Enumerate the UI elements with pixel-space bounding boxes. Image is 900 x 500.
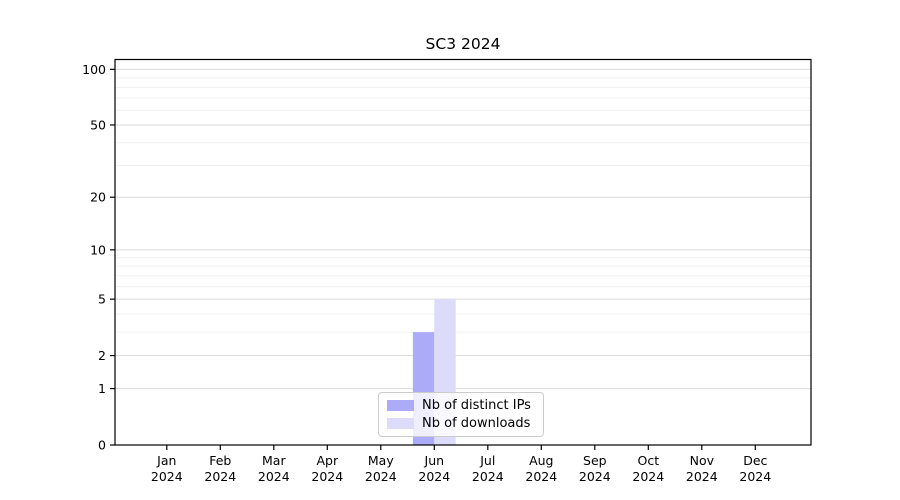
- svg-text:2024: 2024: [311, 469, 343, 484]
- axes-spines: [114, 58, 812, 446]
- svg-text:Oct: Oct: [637, 453, 659, 468]
- svg-text:50: 50: [90, 117, 106, 132]
- y-axis-ticks: 0 1 2 5 10 20 50 100: [82, 62, 115, 453]
- svg-text:May: May: [368, 453, 394, 468]
- svg-text:1: 1: [98, 381, 106, 396]
- svg-text:2024: 2024: [472, 469, 504, 484]
- svg-text:2: 2: [98, 348, 106, 363]
- svg-text:Jun: Jun: [424, 453, 445, 468]
- y-gridlines-minor: [115, 77, 811, 333]
- svg-text:2024: 2024: [686, 469, 718, 484]
- svg-text:Dec: Dec: [743, 453, 767, 468]
- svg-text:2024: 2024: [204, 469, 236, 484]
- x-axis-ticks: Jan2024Feb2024Mar2024Apr2024May2024Jun20…: [151, 445, 771, 484]
- svg-text:2024: 2024: [525, 469, 557, 484]
- svg-text:Jul: Jul: [479, 453, 495, 468]
- legend-label-distinct-ips: Nb of distinct IPs: [422, 398, 531, 413]
- svg-text:Aug: Aug: [529, 453, 553, 468]
- legend-swatch-downloads: [387, 418, 414, 429]
- svg-text:Sep: Sep: [583, 453, 607, 468]
- svg-text:Apr: Apr: [316, 453, 338, 468]
- svg-text:20: 20: [90, 190, 106, 205]
- svg-text:Feb: Feb: [209, 453, 231, 468]
- svg-text:2024: 2024: [151, 469, 183, 484]
- svg-text:Jan: Jan: [156, 453, 176, 468]
- svg-text:2024: 2024: [632, 469, 664, 484]
- svg-text:2024: 2024: [365, 469, 397, 484]
- svg-text:0: 0: [98, 438, 106, 453]
- svg-text:Mar: Mar: [262, 453, 286, 468]
- y-gridlines-major: [115, 68, 811, 390]
- svg-text:2024: 2024: [418, 469, 450, 484]
- svg-text:10: 10: [90, 242, 106, 257]
- legend-item-downloads: Nb of downloads: [387, 416, 535, 431]
- svg-text:2024: 2024: [739, 469, 771, 484]
- legend-item-distinct-ips: Nb of distinct IPs: [387, 398, 535, 413]
- svg-text:5: 5: [98, 292, 106, 307]
- legend: Nb of distinct IPs Nb of downloads: [378, 392, 544, 437]
- legend-swatch-distinct-ips: [387, 400, 414, 411]
- svg-text:2024: 2024: [258, 469, 290, 484]
- svg-text:Nov: Nov: [690, 453, 715, 468]
- chart-title: SC3 2024: [425, 35, 501, 53]
- legend-label-downloads: Nb of downloads: [422, 416, 531, 431]
- svg-text:2024: 2024: [579, 469, 611, 484]
- svg-text:100: 100: [82, 62, 106, 77]
